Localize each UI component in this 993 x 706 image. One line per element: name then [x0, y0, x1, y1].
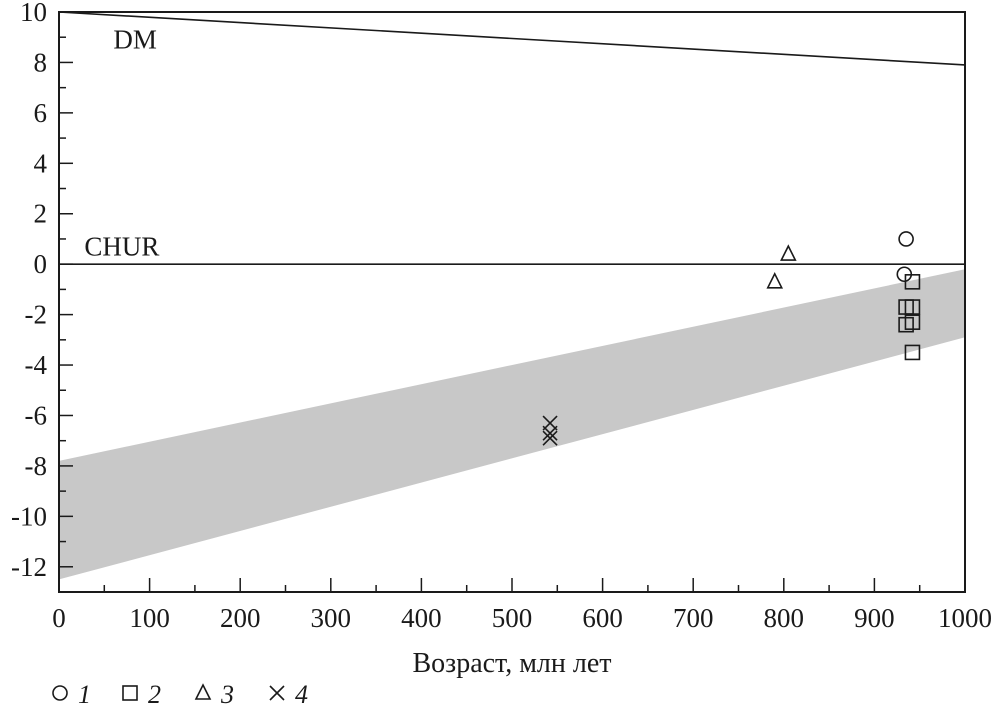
x-stroke	[269, 685, 285, 701]
legend-marker-4	[269, 685, 285, 701]
dm-label: DM	[113, 25, 157, 55]
data-markers	[542, 231, 921, 446]
legend-marker-3	[194, 683, 212, 700]
x-stroke	[542, 430, 558, 446]
x-tick-label: 100	[129, 603, 170, 633]
series-3-point	[780, 244, 797, 261]
series-4-point	[542, 425, 558, 441]
series-2-point	[904, 314, 921, 330]
depleted-mantle-band	[59, 269, 965, 580]
dm-line	[58, 11, 966, 66]
x-tick-label: 600	[582, 603, 623, 633]
x-tick-label: 900	[854, 603, 895, 633]
x-tick-label: 200	[220, 603, 261, 633]
chur-label: CHUR	[84, 231, 159, 261]
x-tick-label: 800	[764, 603, 805, 633]
y-tick-label: 2	[34, 199, 48, 229]
x-tick-label: 400	[401, 603, 442, 633]
x-tick-label: 1000	[938, 603, 992, 633]
series-3-point	[766, 272, 784, 289]
x-stroke	[542, 425, 558, 441]
y-ticks: 10 8 6 4 2 0 -2 -4 -6 -8 -10 -12	[11, 0, 73, 582]
y-tick-label: -6	[25, 400, 48, 430]
x-tick-label: 0	[52, 603, 66, 633]
y-tick-label: -2	[25, 300, 48, 330]
x-tick-label: 300	[311, 603, 352, 633]
y-tick-label: 6	[34, 98, 48, 128]
legend-marker-1	[52, 685, 68, 701]
y-tick-label: 8	[34, 47, 48, 77]
y-tick-label: -4	[25, 350, 48, 380]
x-tick-label: 500	[492, 603, 533, 633]
reference-lines	[58, 11, 966, 265]
x-ticks: 0 100 200 300 400 500 600 700 800 900 1000	[52, 578, 992, 633]
series-4-point	[542, 430, 558, 446]
legend: 1 2 3 4	[52, 680, 308, 706]
y-tick-label: -10	[11, 501, 47, 531]
series-2-point	[904, 344, 921, 361]
legend-label-3: 3	[220, 680, 234, 706]
series-2-point	[904, 299, 921, 315]
series-2-point	[904, 274, 921, 290]
y-tick-label: -8	[25, 451, 48, 481]
x-tick-label: 700	[673, 603, 714, 633]
band-layer	[59, 269, 965, 580]
series-1-point	[898, 231, 914, 247]
y-tick-label: 4	[34, 148, 48, 178]
legend-label-4: 4	[295, 680, 308, 706]
legend-marker-2	[122, 685, 138, 701]
y-tick-label: 10	[20, 0, 47, 27]
x-axis-label: Возраст, млн лет	[412, 648, 611, 679]
y-tick-label: 0	[34, 249, 48, 279]
legend-label-1: 1	[78, 680, 91, 706]
legend-label-2: 2	[148, 680, 161, 706]
y-tick-label: -12	[11, 552, 47, 582]
